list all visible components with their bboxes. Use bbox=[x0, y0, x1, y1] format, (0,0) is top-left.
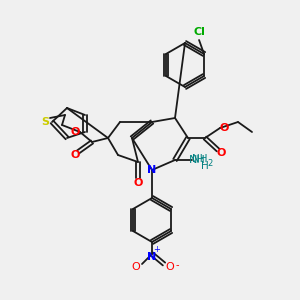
Text: 2: 2 bbox=[207, 158, 213, 167]
Text: H: H bbox=[201, 161, 209, 171]
Text: O: O bbox=[216, 148, 226, 158]
Text: Cl: Cl bbox=[193, 27, 205, 37]
Text: S: S bbox=[41, 117, 49, 127]
Text: O: O bbox=[132, 262, 140, 272]
Text: +: + bbox=[154, 245, 160, 254]
Text: O: O bbox=[70, 150, 80, 160]
Text: O: O bbox=[133, 178, 143, 188]
Text: N: N bbox=[147, 252, 157, 262]
Text: O: O bbox=[219, 123, 229, 133]
Text: N: N bbox=[147, 165, 157, 175]
Text: NH: NH bbox=[192, 154, 208, 164]
Text: -: - bbox=[175, 260, 179, 270]
Text: O: O bbox=[166, 262, 174, 272]
Text: NH: NH bbox=[189, 155, 206, 165]
Text: O: O bbox=[70, 127, 80, 137]
